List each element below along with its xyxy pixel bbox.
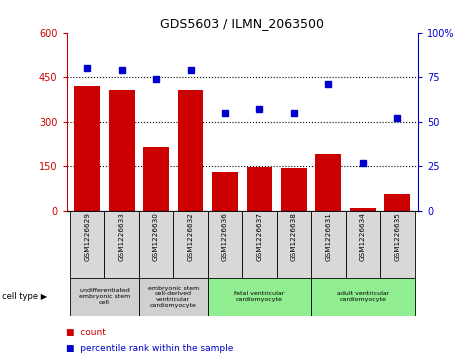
Text: embryonic stem
cell-derived
ventricular
cardiomyocyte: embryonic stem cell-derived ventricular … <box>148 286 199 308</box>
Text: ■  count: ■ count <box>66 328 106 337</box>
Bar <box>212 172 238 211</box>
Text: GSM1226635: GSM1226635 <box>394 213 400 261</box>
Text: adult ventricular
cardiomyocyte: adult ventricular cardiomyocyte <box>337 291 389 302</box>
Bar <box>139 278 208 316</box>
Bar <box>143 147 169 211</box>
Title: GDS5603 / ILMN_2063500: GDS5603 / ILMN_2063500 <box>160 17 324 30</box>
Text: cell type ▶: cell type ▶ <box>2 292 48 301</box>
Text: GSM1226631: GSM1226631 <box>325 213 332 261</box>
Bar <box>173 211 208 278</box>
Bar <box>208 278 311 316</box>
Text: GSM1226637: GSM1226637 <box>256 213 263 261</box>
Text: GSM1226629: GSM1226629 <box>84 213 90 261</box>
Bar <box>380 211 415 278</box>
Text: GSM1226632: GSM1226632 <box>188 213 193 261</box>
Bar <box>384 194 410 211</box>
Bar <box>104 211 139 278</box>
Bar <box>311 211 346 278</box>
Bar <box>346 211 380 278</box>
Text: undifferentiated
embryonic stem
cell: undifferentiated embryonic stem cell <box>79 289 130 305</box>
Bar <box>178 90 203 211</box>
Bar <box>315 154 342 211</box>
Bar <box>74 86 100 211</box>
Bar <box>242 211 277 278</box>
Text: GSM1226630: GSM1226630 <box>153 213 159 261</box>
Bar <box>350 208 376 211</box>
Bar <box>109 90 134 211</box>
Text: GSM1226638: GSM1226638 <box>291 213 297 261</box>
Bar <box>281 168 307 211</box>
Text: GSM1226634: GSM1226634 <box>360 213 366 261</box>
Text: GSM1226636: GSM1226636 <box>222 213 228 261</box>
Bar <box>311 278 415 316</box>
Bar <box>247 167 272 211</box>
Bar <box>139 211 173 278</box>
Bar <box>70 278 139 316</box>
Text: fetal ventricular
cardiomyocyte: fetal ventricular cardiomyocyte <box>234 291 285 302</box>
Text: GSM1226633: GSM1226633 <box>119 213 124 261</box>
Bar <box>70 211 104 278</box>
Bar <box>277 211 311 278</box>
Bar <box>208 211 242 278</box>
Text: ■  percentile rank within the sample: ■ percentile rank within the sample <box>66 344 234 353</box>
